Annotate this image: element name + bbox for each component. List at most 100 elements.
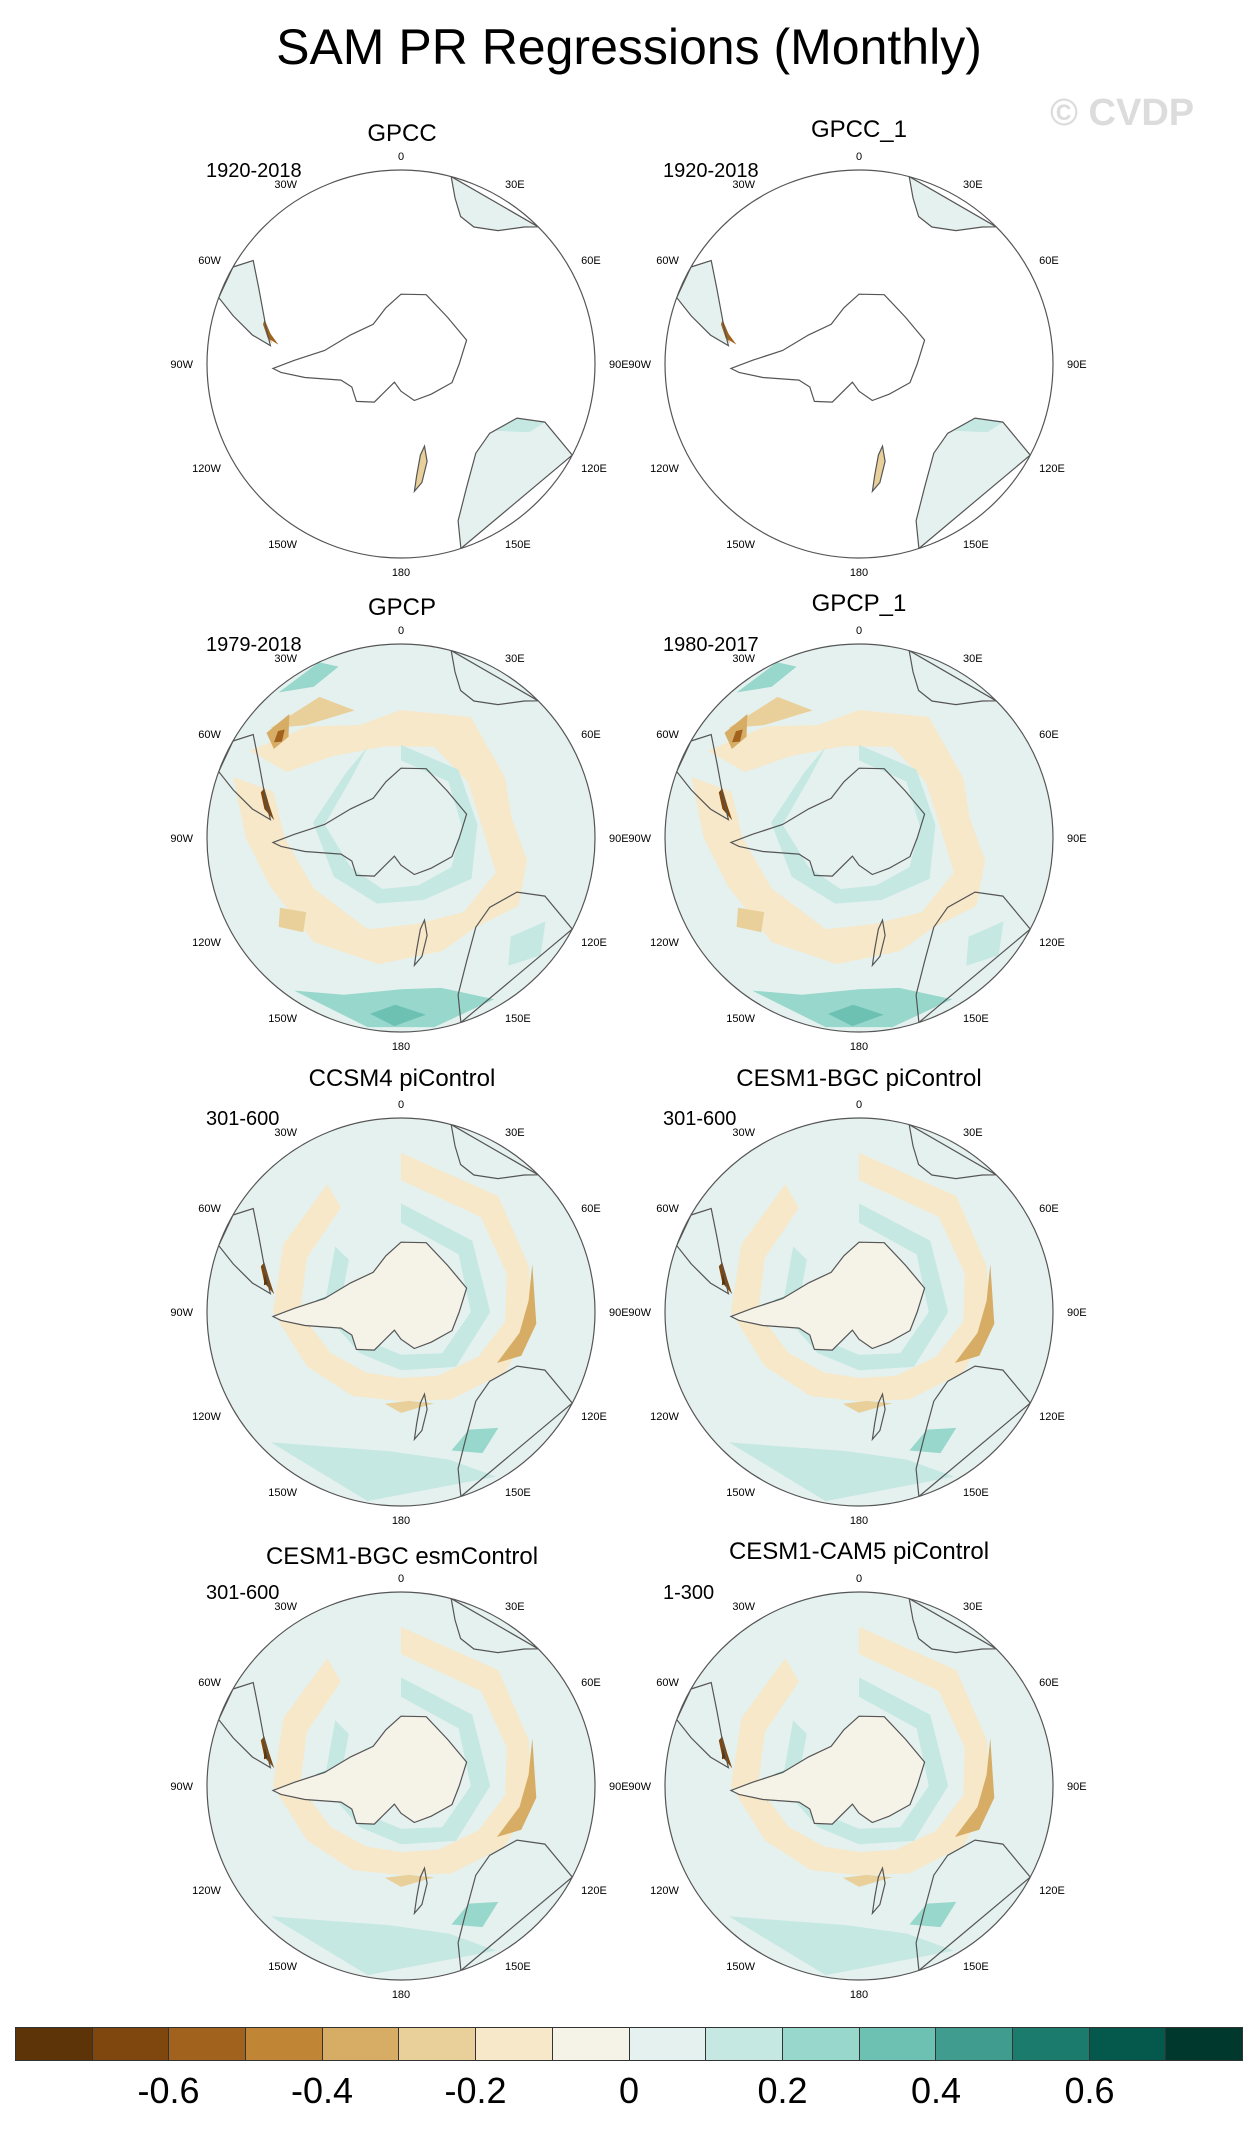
dry-ring-core-east: [954, 1738, 995, 1837]
coastline-2: [908, 649, 999, 706]
colorbar-swatch: [782, 2028, 860, 2060]
lon-label: 60E: [1039, 1677, 1059, 1689]
panel-title-7: CESM1-CAM5 piControl: [728, 1538, 990, 1565]
lon-label: 30W: [274, 1127, 297, 1139]
lon-label: 150W: [268, 1487, 297, 1499]
lon-label: 150E: [505, 1961, 531, 1973]
coastline-4: [871, 444, 886, 494]
map-border-4: [206, 1117, 596, 1507]
lon-label: 180: [392, 1041, 410, 1053]
lon-label: 150W: [726, 539, 755, 551]
lon-label: 120W: [650, 937, 679, 949]
colorbar-label: 0.4: [910, 2070, 962, 2111]
lon-label: 30E: [505, 1127, 525, 1139]
lon-label: 150E: [963, 1013, 989, 1025]
map-panel-1: 0 30E 60E 90E 120E 150E 180 150W 120W 90W 60W 30W: [628, 151, 1086, 579]
lon-label: 30W: [274, 179, 297, 191]
lon-label: 30E: [505, 653, 525, 665]
lon-label: 30E: [963, 179, 983, 191]
lon-label: 180: [392, 567, 410, 579]
lon-label: 0: [398, 625, 404, 637]
lon-label: 120E: [1039, 1885, 1065, 1897]
lon-label: 150W: [726, 1013, 755, 1025]
lon-label: 90E: [609, 359, 629, 371]
period-label-1: 1920-2018: [663, 160, 759, 182]
coastline-4: [413, 1392, 428, 1442]
lon-label: 90E: [1067, 359, 1087, 371]
wet-south-atlantic: [278, 662, 339, 693]
colorbar-swatch: [1166, 2028, 1242, 2060]
colorbar-swatch: [859, 2028, 937, 2060]
period-label-4: 301-600: [206, 1108, 280, 1130]
period-label-3: 1980-2017: [663, 634, 759, 656]
lon-label: 90W: [170, 1781, 193, 1793]
lon-label: 150W: [268, 539, 297, 551]
land-south-america: [676, 260, 729, 346]
coastline-3: [915, 1365, 1032, 1498]
coastline-2: [450, 175, 541, 232]
lon-label: 30E: [963, 653, 983, 665]
colorbar-swatch: [706, 2028, 783, 2060]
coastline-1: [675, 733, 730, 821]
wet-core-pacific: [370, 1004, 426, 1027]
patagonia-dry: [260, 1262, 275, 1295]
lon-label: 120E: [581, 937, 607, 949]
coastline-4: [871, 918, 886, 968]
lon-label: 150E: [505, 1487, 531, 1499]
coastline-2: [908, 1597, 999, 1654]
lon-label: 150E: [963, 1961, 989, 1973]
colorbar-swatch: [1012, 2028, 1090, 2060]
lon-label: 120W: [192, 1411, 221, 1423]
panel-title-1: GPCC_1: [810, 116, 908, 143]
lon-label: 120E: [581, 463, 607, 475]
watermark: © CVDP: [1050, 92, 1195, 134]
lon-label: 120E: [1039, 463, 1065, 475]
colorbar-swatch: [629, 2028, 707, 2060]
colorbar-label: -0.6: [137, 2070, 200, 2111]
map-border-6: [206, 1591, 596, 1981]
polar-maps: 0 30E 60E 90E 120E 150E 180 150W 120W 90W 60W 30W 0 3…: [170, 151, 1087, 2001]
map-panel-6: 0 30E 60E 90E 120E 150E 180 150W 120W 90W 60W 30W: [170, 1573, 628, 2001]
coastline-4: [871, 1392, 886, 1442]
map-border-1: [664, 169, 1054, 559]
lon-label: 90E: [609, 1307, 629, 1319]
colorbar-swatch: [399, 2028, 477, 2060]
coastline-3: [457, 1365, 574, 1498]
lon-label: 30W: [274, 653, 297, 665]
period-label-2: 1979-2018: [206, 634, 302, 656]
coastline-1: [675, 1681, 730, 1769]
map-field-2: [207, 644, 595, 1032]
lon-label: 120E: [581, 1411, 607, 1423]
map-field-5: [665, 1118, 1053, 1506]
wet-outer-pacific: [728, 1442, 955, 1502]
lon-label: 0: [856, 625, 862, 637]
lon-label: 180: [850, 1989, 868, 2001]
colorbar: [15, 2027, 1243, 2061]
lon-label: 60W: [198, 1677, 221, 1689]
coastline-0: [729, 1241, 926, 1351]
lon-label: 60E: [581, 1203, 601, 1215]
coastline-1: [675, 259, 730, 347]
coastline-0: [271, 1715, 468, 1825]
lon-label: 30E: [963, 1601, 983, 1613]
land-australia: [458, 418, 573, 549]
lon-label: 120E: [1039, 937, 1065, 949]
map-field-1: [675, 175, 1032, 550]
panel-title-4: CCSM4 piControl: [308, 1065, 496, 1092]
lon-label: 60W: [656, 255, 679, 267]
lon-label: 90W: [628, 1307, 651, 1319]
lon-label: 0: [856, 1573, 862, 1585]
map-panel-0: 0 30E 60E 90E 120E 150E 180 150W 120W 90W 60W 30W: [170, 151, 628, 579]
lon-label: 90W: [170, 833, 193, 845]
lon-label: 60W: [198, 729, 221, 741]
lon-label: 150W: [268, 1961, 297, 1973]
coastline-0: [729, 293, 926, 403]
panel-title-2: GPCP: [367, 594, 436, 621]
colorbar-swatch: [322, 2028, 400, 2060]
coastline-1: [217, 1207, 272, 1295]
lon-label: 60W: [198, 1203, 221, 1215]
land-australia-west: [496, 418, 545, 433]
coastline-4: [413, 918, 428, 968]
lon-label: 90E: [1067, 1307, 1087, 1319]
lon-label: 90E: [1067, 1781, 1087, 1793]
